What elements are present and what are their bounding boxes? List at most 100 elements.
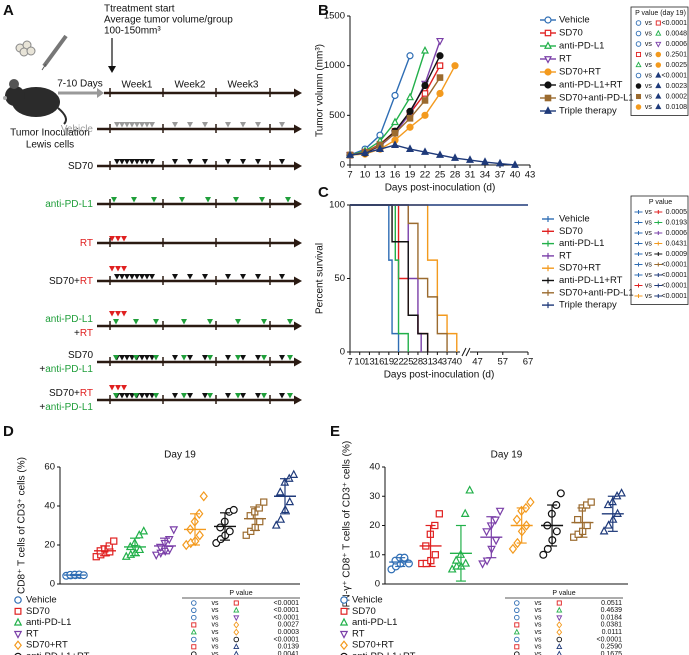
pvalue-vs: vs [535,622,543,629]
data-point [421,97,429,104]
table-symbol [191,614,197,621]
timeline-arrowhead [294,395,302,405]
table-symbol [191,644,197,650]
table-symbol [635,61,642,68]
y-tick-label: 1500 [324,11,345,22]
dose-marker [144,122,150,128]
dose-marker [279,122,285,128]
legend-marker [14,640,22,651]
y-axis-label: CD8⁺ T cells of CD3⁺ cells (%) [17,457,28,594]
data-point [604,520,613,529]
pvalue-vs: vs [645,293,653,300]
pvalue-vs: vs [645,51,653,58]
dose-marker [225,122,231,128]
legend-label: Vehicle [559,214,590,225]
table-symbol [191,607,197,614]
dose-marker [172,393,178,399]
y-tick-label: 0 [50,579,55,590]
table-symbol [655,103,662,110]
table-symbol [233,650,239,655]
pvalue-vs: vs [645,209,653,216]
inoculation-label: Tumor Inoculation [10,128,90,139]
data-point [583,521,591,530]
week-label: Week2 [175,80,206,91]
legend-marker [340,607,348,615]
legend-marker [13,617,23,626]
legend-label: anti-PD-L1+RT [559,80,623,91]
dose-marker [129,274,135,280]
pvalue: <0.0001 [274,600,300,607]
y-tick-label: 40 [44,501,55,512]
group-label-part: + [74,328,80,339]
dose-marker [149,393,155,399]
dose-marker [255,355,261,361]
x-tick-label: 25 [435,170,446,181]
legend-marker [340,640,348,651]
dose-marker [279,393,285,399]
table-symbol [655,92,662,99]
table-symbol [556,606,563,613]
dose-marker [129,122,135,128]
pvalue: 0.0009 [666,251,688,258]
dose-marker [124,355,130,361]
legend-marker [13,630,23,639]
pvalue: 0.0431 [666,240,688,247]
dose-marker [207,319,213,325]
data-point [346,150,354,158]
dose-marker [131,197,137,203]
data-point [406,144,414,152]
x-tick-label: 10 [360,170,371,181]
data-point [391,91,399,100]
panel-label: B [318,2,329,19]
dose-marker [235,319,241,325]
dose-marker [129,355,135,361]
dose-marker [261,355,267,361]
dose-marker [133,319,139,325]
x-tick-label: 7 [347,357,352,368]
data-point [461,558,471,567]
chart-title: Day 19 [164,450,196,461]
group-label-part: RT [80,276,93,287]
dose-marker [187,159,193,165]
data-point [151,551,161,560]
dose-marker [259,197,265,203]
legend-marker [339,617,349,626]
legend-label: anti-PD-L1+RT [352,651,416,655]
dose-marker [279,274,285,280]
data-point [491,536,501,546]
group-label: +anti-PD-L1 [39,364,93,375]
group-label-part: SD70+ [49,276,80,287]
x-tick-label: 7 [347,170,352,181]
legend-label: RT [352,628,365,639]
data-point [526,496,535,508]
legend-marker [339,630,349,639]
x-tick-label: 67 [523,357,534,368]
pvalue-vs: vs [645,272,653,279]
dose-marker [121,236,127,242]
data-point [436,150,444,158]
x-tick-label: 47 [472,357,483,368]
pvalue-vs: vs [535,651,543,655]
panel-label: C [318,184,329,201]
pvalue-vs: vs [212,622,220,629]
group-label: anti-PD-L1 [45,314,93,325]
pvalue: <0.0001 [274,607,300,614]
dose-marker [115,385,121,391]
legend-label: SD70+RT [559,67,601,78]
group-label-part: anti-PD-L1 [45,364,93,375]
legend-marker [544,106,552,114]
pvalue: 0.2501 [666,51,688,58]
legend-label: Vehicle [26,595,57,606]
table-symbol [556,628,563,636]
x-tick-label: 37 [495,170,506,181]
data-point [539,550,548,559]
pvalue: 0.0003 [278,629,300,636]
y-tick-label: 1000 [324,60,345,71]
legend-marker [14,607,22,615]
data-point [451,153,459,161]
axis-break [461,347,467,357]
table-symbol [655,41,662,48]
table-symbol [655,29,662,36]
legend-label: SD70 [559,28,583,39]
pvalue-vs: vs [535,629,543,636]
